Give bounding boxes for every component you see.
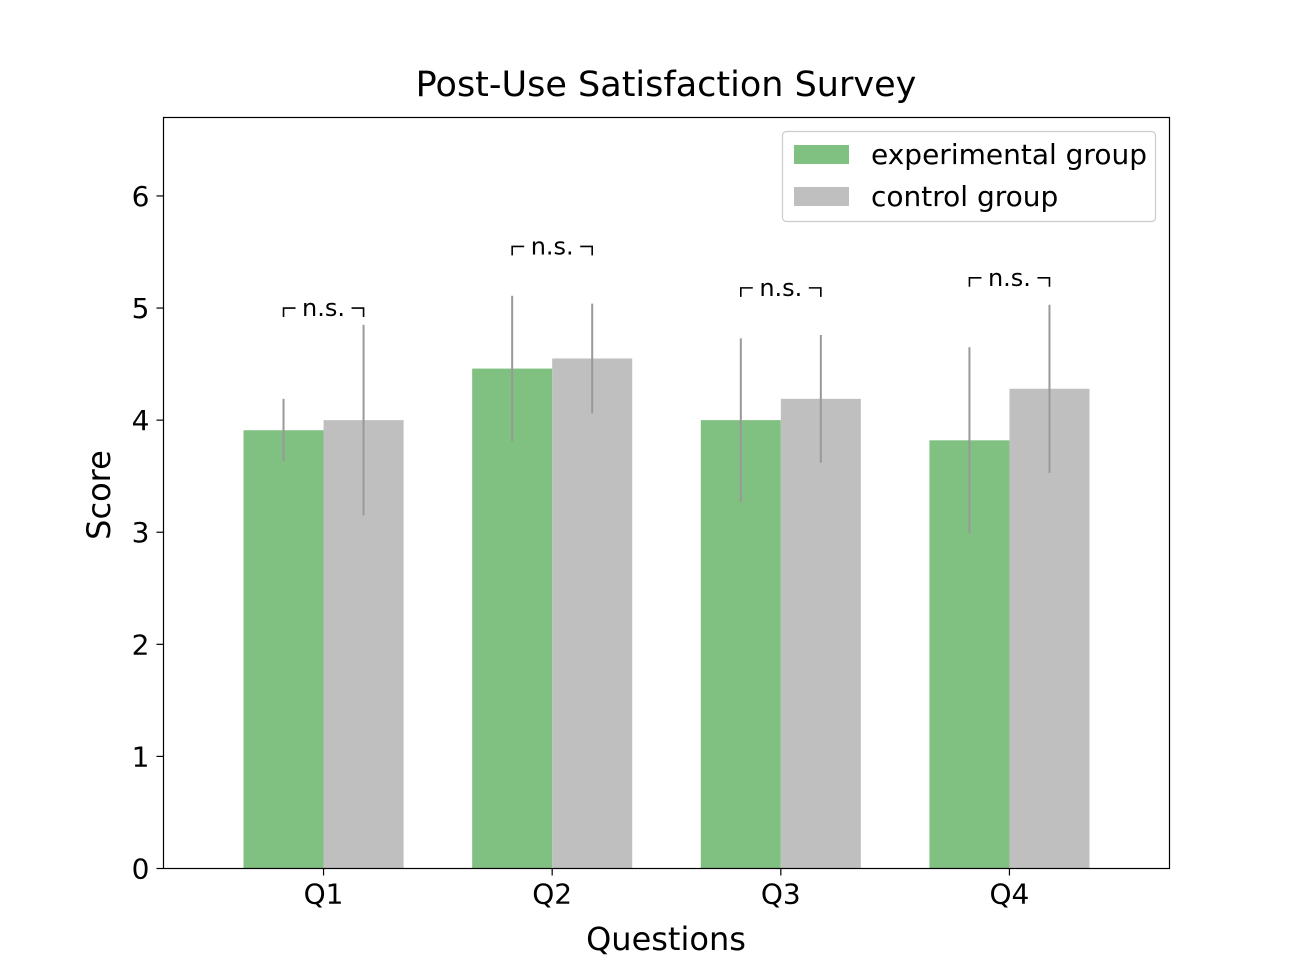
bar-experimental-q1 bbox=[243, 430, 324, 869]
bars-layer bbox=[243, 358, 1090, 869]
y-tick-label: 0 bbox=[132, 853, 150, 886]
x-axis-title: Questions bbox=[586, 920, 746, 958]
x-axis: Q1 Q2 Q3 Q4 bbox=[304, 868, 1030, 911]
plot-frame bbox=[162, 116, 1171, 870]
significance-label-q2: n.s. bbox=[531, 232, 574, 260]
x-tick-label: Q1 bbox=[304, 878, 344, 911]
legend-frame bbox=[781, 130, 1157, 223]
significance-bracket-q1 bbox=[282, 307, 365, 318]
chart-title: Post-Use Satisfaction Survey bbox=[416, 65, 917, 105]
significance-bracket-q4 bbox=[968, 276, 1051, 287]
error-bars-layer bbox=[282, 295, 1051, 534]
x-tick-label: Q4 bbox=[990, 878, 1030, 911]
legend: experimental group control group bbox=[781, 130, 1157, 223]
y-axis-title: Score bbox=[80, 450, 118, 540]
y-tick-label: 5 bbox=[132, 292, 150, 325]
significance-bracket-q2 bbox=[511, 245, 593, 256]
legend-swatch-control bbox=[794, 187, 849, 206]
significance-bracket-q3 bbox=[740, 287, 822, 297]
y-tick-label: 4 bbox=[132, 404, 150, 437]
significance-label-q4: n.s. bbox=[988, 264, 1031, 292]
legend-label-experimental: experimental group bbox=[871, 138, 1147, 171]
y-tick-label: 1 bbox=[132, 740, 150, 773]
legend-label-control: control group bbox=[871, 180, 1058, 213]
bar-control-q2 bbox=[552, 358, 633, 869]
x-tick-label: Q3 bbox=[761, 878, 801, 911]
y-tick-label: 2 bbox=[132, 628, 150, 661]
significance-label-q3: n.s. bbox=[759, 274, 802, 302]
significance-layer: n.s. n.s. n.s. n.s. bbox=[282, 232, 1051, 322]
y-axis: 0 1 2 3 4 5 6 bbox=[132, 180, 164, 886]
significance-label-q1: n.s. bbox=[302, 294, 345, 322]
x-tick-label: Q2 bbox=[532, 878, 572, 911]
y-tick-label: 3 bbox=[132, 516, 150, 549]
bar-experimental-q2 bbox=[472, 368, 553, 869]
legend-swatch-experimental bbox=[794, 145, 849, 164]
y-tick-label: 6 bbox=[132, 180, 150, 213]
bar-control-q3 bbox=[780, 398, 861, 869]
